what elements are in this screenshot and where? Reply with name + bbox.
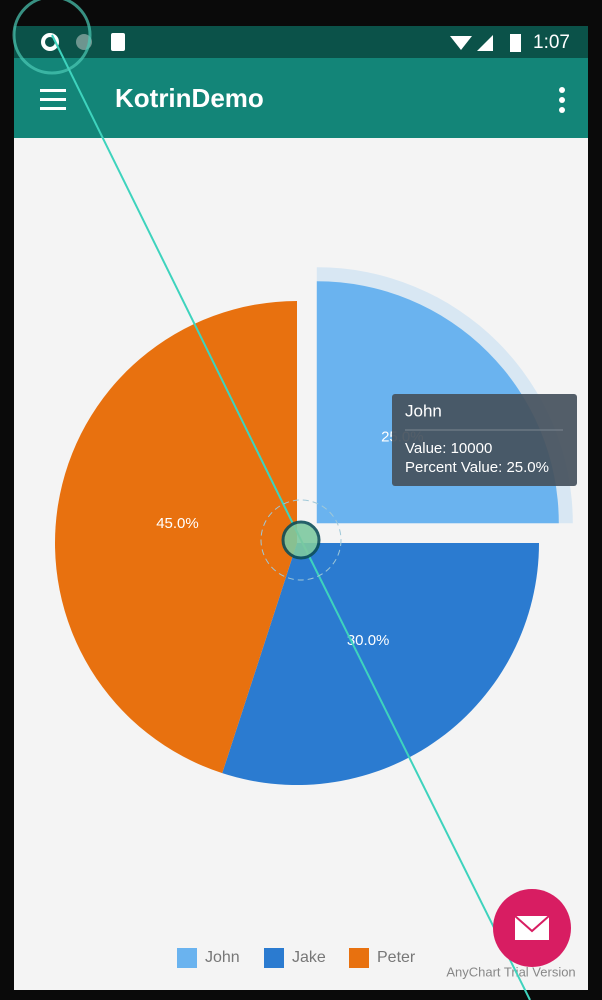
- tooltip-box: [392, 394, 577, 486]
- legend-label: Peter: [377, 949, 416, 966]
- slice: [222, 543, 539, 786]
- legend: John Jake Peter: [177, 948, 416, 968]
- status-bar: [14, 26, 588, 58]
- wifi-icon: [450, 36, 472, 50]
- overflow-button[interactable]: [559, 87, 565, 113]
- slice-label: 30.0%: [347, 632, 390, 649]
- legend-swatch: [177, 948, 197, 968]
- sd-icon: [111, 33, 125, 51]
- legend-swatch: [349, 948, 369, 968]
- app-bar: [14, 58, 588, 138]
- signal-icon: [477, 35, 493, 51]
- tooltip-line: Value: 10000: [405, 440, 492, 457]
- watermark: AnyChart Trial Version: [446, 964, 575, 979]
- clock: 1:07: [533, 32, 570, 53]
- slice-label: 45.0%: [156, 515, 199, 532]
- app-title: KotrinDemo: [115, 83, 264, 113]
- touch-trace: [12, 0, 531, 1000]
- legend-swatch: [264, 948, 284, 968]
- slice: [55, 301, 297, 774]
- tooltip-title: John: [405, 401, 442, 420]
- tooltip: John Value: 10000 Percent Value: 25.0%: [392, 394, 577, 486]
- fab[interactable]: [493, 889, 571, 967]
- menu-button[interactable]: [40, 89, 66, 110]
- legend-label: Jake: [292, 949, 326, 966]
- tooltip-line: Percent Value: 25.0%: [405, 459, 549, 476]
- settings-icon: [41, 33, 59, 51]
- legend-label: John: [205, 949, 240, 966]
- battery-icon: [510, 34, 521, 52]
